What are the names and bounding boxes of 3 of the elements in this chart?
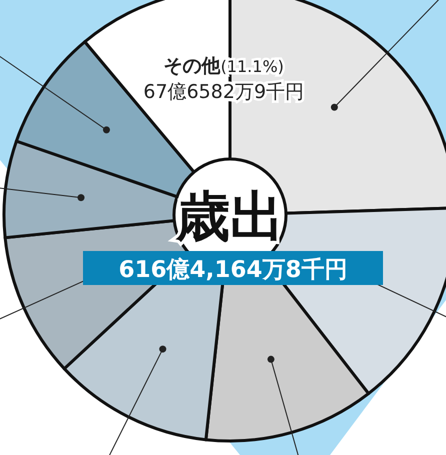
text: 歳出 <box>175 185 284 248</box>
text: 616億4,164万8千円 <box>118 257 348 283</box>
slice-label: その他 <box>164 55 222 78</box>
